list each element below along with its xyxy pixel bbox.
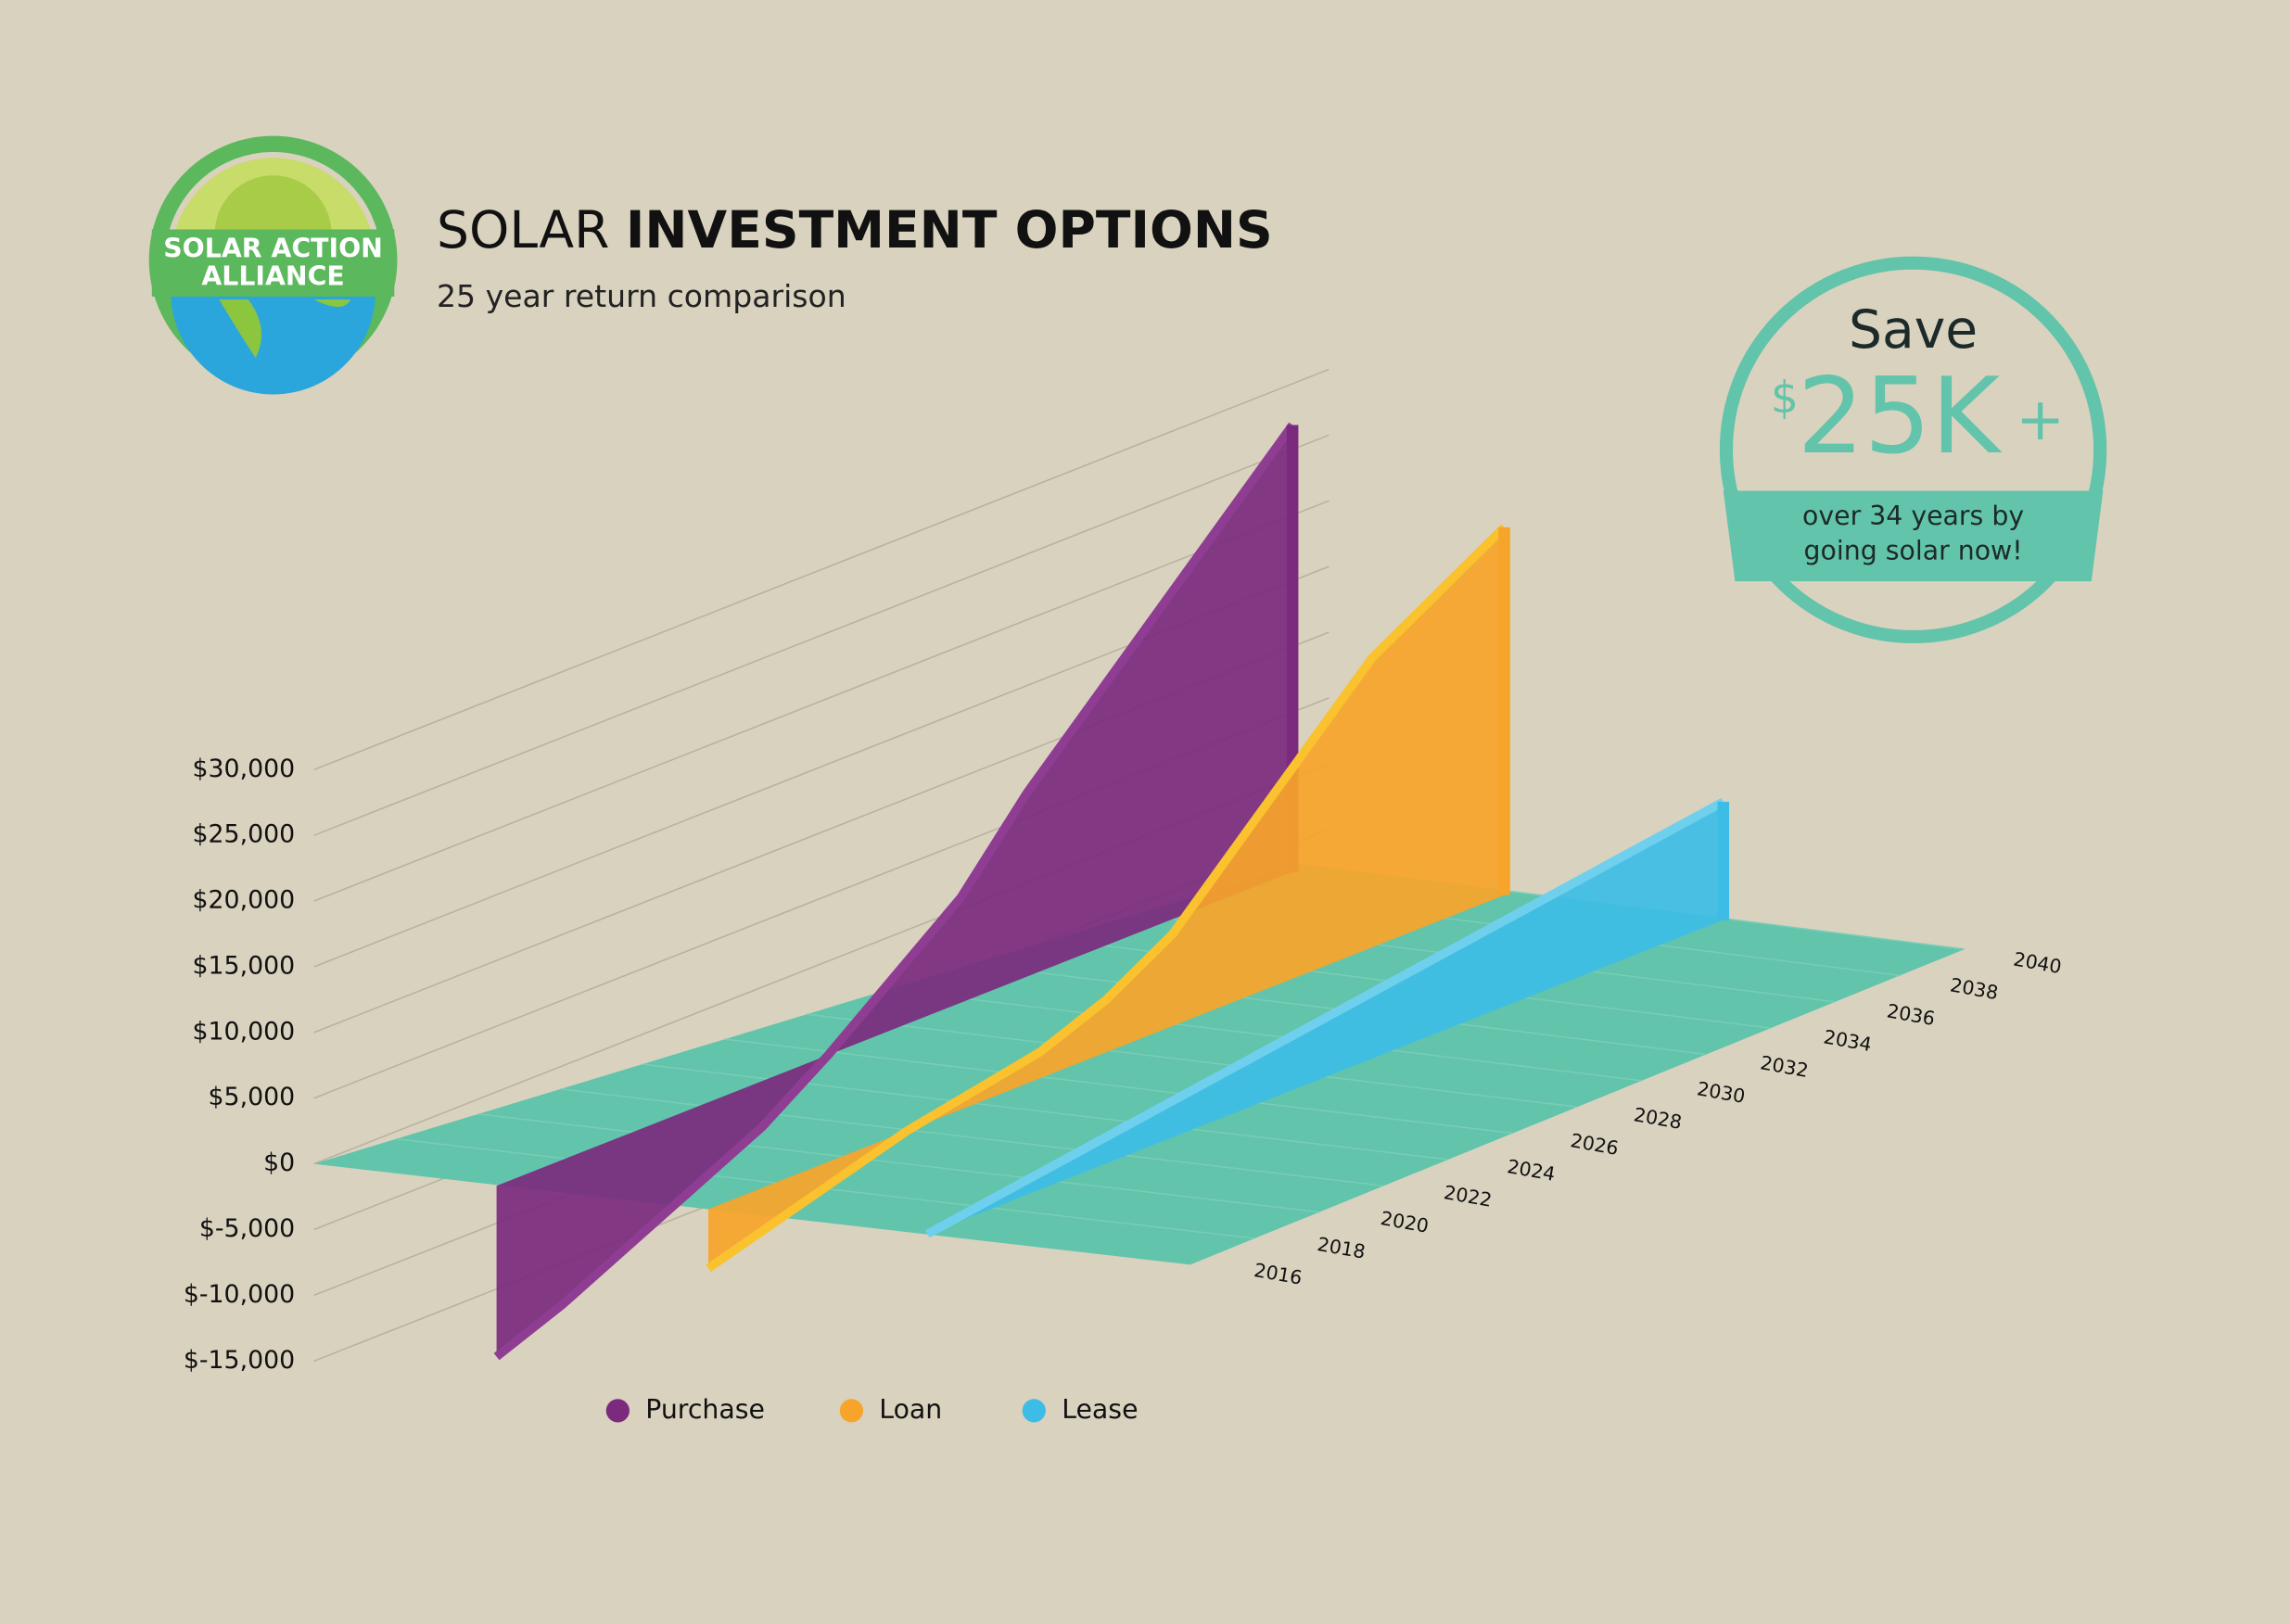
area-edge	[925, 797, 1726, 1238]
floor-line	[888, 988, 1642, 1082]
floor-line	[807, 1013, 1578, 1108]
logo-banner	[151, 229, 395, 297]
badge-band	[1723, 490, 2104, 582]
area	[496, 425, 1293, 1357]
floor-line	[724, 1038, 1513, 1135]
y-tick-label: $30,000	[193, 755, 296, 783]
plot: $-15,000 $-10,000 $-5,000 $0 $5,000 $10,000 $1…	[184, 368, 2063, 1425]
y-tick-label: $5,000	[209, 1083, 296, 1111]
chart-title: SOLAR INVESTMENT OPTIONS	[437, 201, 1273, 260]
logo-text: ALLIANCE	[201, 260, 344, 291]
title-bold: INVESTMENT OPTIONS	[626, 201, 1273, 260]
legend-label: Loan	[879, 1394, 942, 1425]
logo-land	[219, 299, 351, 359]
legend-label: Purchase	[645, 1394, 765, 1425]
y-tick-label: $-10,000	[184, 1280, 295, 1309]
logo: SOLAR ACTION ALLIANCE	[148, 135, 398, 395]
floor-line	[477, 1113, 1320, 1213]
area-edge	[493, 422, 1296, 1361]
chart-subtitle: 25 year return comparison	[437, 278, 846, 314]
floor-line	[560, 1088, 1384, 1187]
badge: Save $ 25K + over 34 years by going sola…	[1719, 256, 2107, 644]
badge-ring	[1719, 256, 2107, 644]
logo-earth	[171, 292, 375, 395]
y-tick-label: $20,000	[193, 886, 296, 915]
legend-swatch	[605, 1399, 630, 1423]
legend-swatch	[839, 1399, 863, 1423]
badge-heading: Save	[1849, 299, 1978, 361]
y-tick-label: $15,000	[193, 951, 296, 980]
badge-amount: 25K	[1797, 355, 2002, 477]
badge-currency: $	[1771, 373, 1799, 424]
y-tick-label: $10,000	[193, 1017, 296, 1046]
badge-suffix: +	[2016, 386, 2065, 453]
logo-text: SOLAR ACTION	[163, 234, 383, 264]
legend-label: Lease	[1062, 1394, 1138, 1425]
grid-line	[313, 368, 1329, 771]
area-edge	[706, 524, 1508, 1273]
y-tick-label: $25,000	[193, 820, 296, 849]
title-light: SOLAR	[437, 201, 609, 260]
badge-note: over 34 years by	[1802, 501, 2024, 531]
y-tick-label: $-5,000	[199, 1214, 295, 1243]
y-tick-label: $0	[263, 1148, 295, 1177]
legend-swatch	[1022, 1399, 1046, 1423]
y-tick-label: $-15,000	[184, 1346, 295, 1375]
badge-note: going solar now!	[1804, 536, 2023, 566]
grid-line	[313, 500, 1329, 902]
grid-line	[313, 434, 1329, 836]
area	[707, 527, 1505, 1269]
